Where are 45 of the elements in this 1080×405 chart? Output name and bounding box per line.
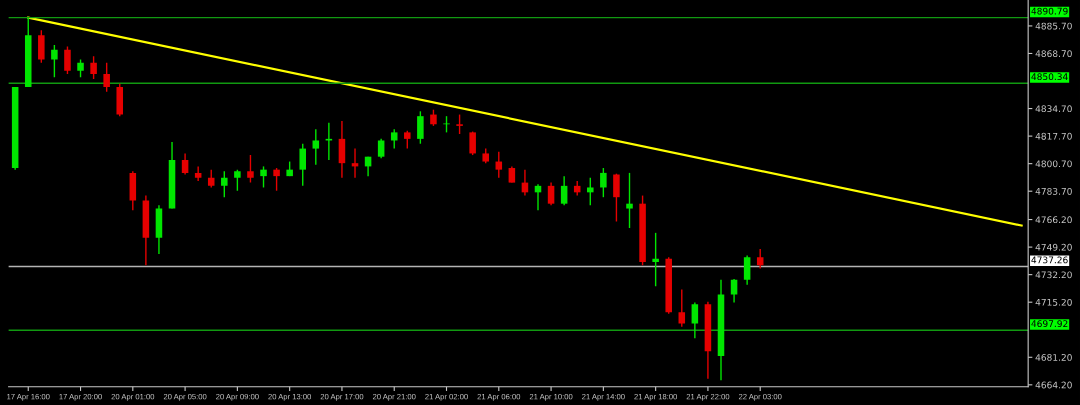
candlestick (600, 167, 607, 198)
candlestick (181, 152, 189, 176)
candlestick (613, 173, 620, 223)
y-tick-label: 4817.70 (1035, 132, 1072, 140)
candlestick (234, 168, 241, 192)
y-tick-label: 4868.70 (1035, 50, 1072, 58)
candlestick (626, 172, 633, 229)
candlestick (652, 232, 659, 288)
y-tick-label: 4732.20 (1035, 271, 1072, 279)
candlestick (495, 151, 503, 179)
ref-line-label: 4697.92 (1031, 320, 1068, 328)
candlestick (756, 248, 764, 270)
candlestick (90, 55, 97, 80)
candlestick (743, 254, 751, 286)
candlestick (456, 113, 463, 135)
y-tick-label: 4715.20 (1035, 298, 1072, 306)
candlestick (299, 143, 306, 187)
candlestick (547, 181, 555, 206)
y-tick-label: 4783.70 (1035, 187, 1072, 195)
y-tick-label: 4834.70 (1035, 105, 1072, 113)
y-tick-label: 4749.20 (1035, 243, 1072, 251)
candlestick (560, 175, 568, 206)
y-tick-label: 4766.20 (1035, 216, 1072, 224)
candlestick (194, 165, 202, 182)
candlestick (51, 44, 58, 78)
y-tick-label: 4800.70 (1035, 160, 1072, 168)
candlestick (103, 62, 110, 93)
ref-line-label: 4890.79 (1031, 7, 1068, 15)
y-tick-label: 4664.20 (1035, 381, 1072, 389)
candlestick (247, 154, 254, 184)
candlestick (691, 301, 699, 339)
candlestick (273, 167, 280, 192)
candlestick (377, 138, 385, 160)
y-tick-label: 4681.20 (1035, 354, 1072, 361)
candlestick (587, 177, 594, 206)
ref-line-label: 4850.34 (1031, 73, 1068, 81)
candlestick (312, 128, 320, 166)
y-tick-label: 4885.70 (1035, 22, 1072, 30)
candlestick (417, 110, 424, 145)
candlestick (221, 170, 228, 198)
ref-line-label: 4737.26 (1031, 256, 1068, 264)
candlestick (678, 288, 686, 328)
candlestick (390, 128, 398, 150)
candlestick (64, 45, 71, 75)
candlestick (260, 165, 267, 189)
